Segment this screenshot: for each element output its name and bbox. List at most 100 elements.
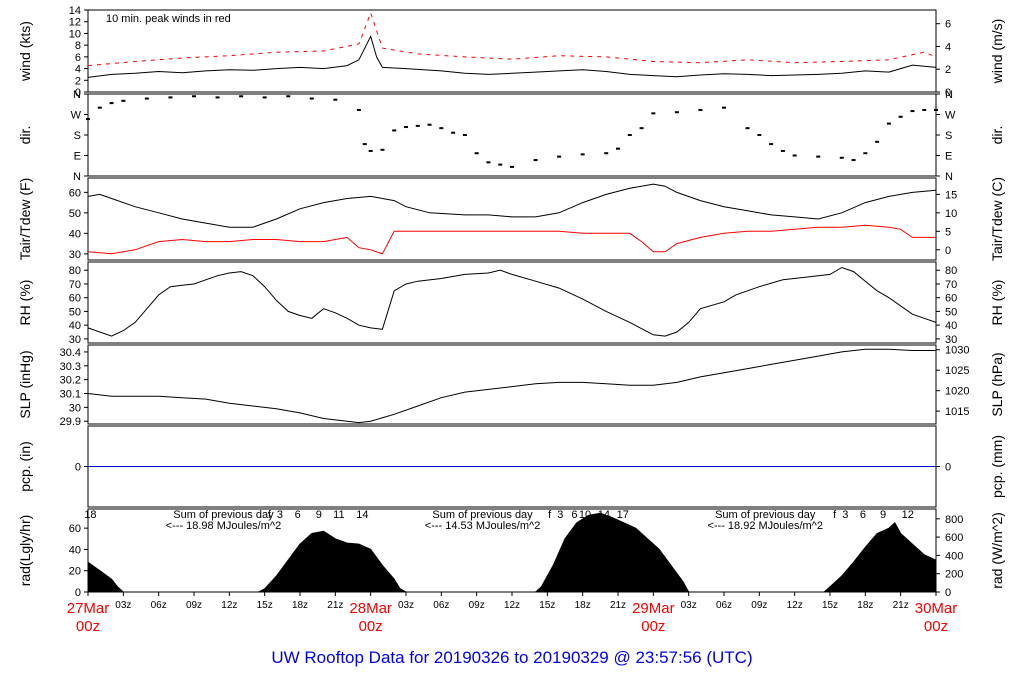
left-tick-label: 30 [69, 249, 81, 261]
time-tick-label: 21z [327, 600, 343, 611]
direction-mark [239, 95, 244, 98]
direction-mark [362, 143, 367, 146]
right-tick-label: 400 [945, 550, 963, 562]
direction-mark [757, 134, 762, 136]
left-tick-label: 0 [75, 587, 81, 599]
local-hour-mark: f [268, 509, 272, 521]
left-axis-title: SLP (inHg) [17, 350, 33, 418]
left-axis-title: dir. [17, 126, 33, 145]
right-tick-label: 600 [945, 532, 963, 544]
left-tick-label: 30 [69, 402, 81, 414]
direction-mark [168, 96, 173, 99]
left-tick-label: 50 [69, 208, 81, 220]
series-line-slp [87, 348, 936, 424]
panel-slp [84, 344, 940, 425]
direction-mark [863, 152, 868, 155]
right-tick-label: 1020 [945, 386, 969, 398]
daily-sum-heading: Sum of previous day [715, 509, 816, 521]
left-tick-label: 0 [75, 87, 81, 99]
time-tick-label: 12z [787, 600, 803, 611]
direction-mark [886, 122, 891, 125]
left-tick-label: 8 [75, 40, 81, 52]
direction-mark [262, 96, 267, 99]
left-tick-label: 70 [69, 279, 81, 291]
day-label-date: 30Mar [915, 600, 958, 617]
daily-sum-value: <--- 18.98 MJoules/m^2 [166, 520, 282, 532]
right-tick-label: 2 [945, 64, 951, 76]
local-hour-mark: f [833, 509, 837, 521]
local-hour-mark: 10 [579, 509, 591, 521]
right-tick-label: 6 [945, 19, 951, 31]
direction-mark [333, 98, 338, 101]
right-tick-label: 80 [945, 265, 957, 277]
direction-mark [851, 159, 856, 162]
direction-mark [627, 134, 632, 136]
right-tick-label: 15 [945, 189, 957, 201]
left-tick-label: N [73, 171, 81, 183]
right-tick-label: 10 [945, 208, 957, 220]
direction-mark [427, 123, 432, 126]
local-hour-mark: f [548, 509, 552, 521]
direction-mark [769, 143, 774, 146]
time-tick-label: 06z [716, 600, 732, 611]
time-tick-label: 12z [504, 600, 520, 611]
time-tick-label: 18z [575, 600, 591, 611]
left-tick-label: 6 [75, 52, 81, 64]
left-axis-title: pcp. (in) [17, 441, 33, 492]
right-tick-label: 5 [945, 226, 951, 238]
direction-mark [875, 140, 880, 143]
left-tick-label: 29.9 [60, 416, 81, 428]
left-tick-label: 60 [69, 293, 81, 305]
right-tick-label: 1025 [945, 365, 969, 377]
direction-mark [910, 110, 915, 113]
right-tick-label: 70 [945, 279, 957, 291]
direction-mark [898, 115, 903, 118]
left-tick-label: 30.3 [60, 361, 81, 373]
right-axis-title: RH (%) [989, 280, 1005, 326]
left-tick-label: 30 [69, 334, 81, 346]
daily-sum-value: <--- 18.92 MJoules/m^2 [707, 520, 823, 532]
direction-mark [439, 127, 444, 130]
right-axis-title: pcp. (mm) [989, 435, 1005, 498]
direction-mark [616, 147, 620, 150]
local-hour-mark: 3 [557, 509, 563, 521]
time-tick-label: 03z [115, 600, 131, 611]
day-label-date: 29Mar [632, 600, 675, 617]
direction-mark [392, 129, 397, 132]
panel-rh [84, 261, 940, 344]
local-hour-mark: 14 [356, 509, 368, 521]
direction-mark [286, 95, 291, 98]
right-tick-label: 1030 [945, 345, 969, 357]
panel-frame [87, 344, 937, 425]
right-axis-title: wind (m/s) [989, 19, 1005, 85]
direction-mark [368, 149, 373, 152]
right-tick-label: 0 [945, 87, 951, 99]
direction-mark [486, 161, 491, 164]
left-tick-label: 10 [69, 28, 81, 40]
local-hour-mark: 6 [295, 509, 301, 521]
right-tick-label: 0 [945, 587, 951, 599]
series-line-tair [87, 183, 937, 228]
right-tick-label: 0 [945, 462, 951, 474]
left-tick-label: 60 [69, 187, 81, 199]
left-tick-label: N [73, 89, 81, 101]
local-hour-mark: 14 [598, 509, 610, 521]
direction-mark [639, 127, 644, 130]
daily-sum-heading: Sum of previous day [173, 509, 274, 521]
time-tick-label: 15z [539, 600, 555, 611]
day-label-hour: 00z [924, 618, 948, 635]
left-tick-label: 30.2 [60, 375, 81, 387]
left-tick-label: 30.1 [60, 389, 81, 401]
direction-mark [498, 163, 503, 166]
series-line-tdew [87, 224, 936, 255]
right-tick-label: E [945, 151, 952, 163]
direction-mark [745, 127, 750, 130]
local-hour-mark: 9 [316, 509, 322, 521]
time-tick-label: 18z [857, 600, 873, 611]
direction-mark [415, 124, 420, 127]
day-label-hour: 00z [359, 618, 383, 635]
left-tick-label: 4 [75, 64, 81, 76]
series-line-wind [87, 35, 937, 78]
right-tick-label: 200 [945, 569, 963, 581]
